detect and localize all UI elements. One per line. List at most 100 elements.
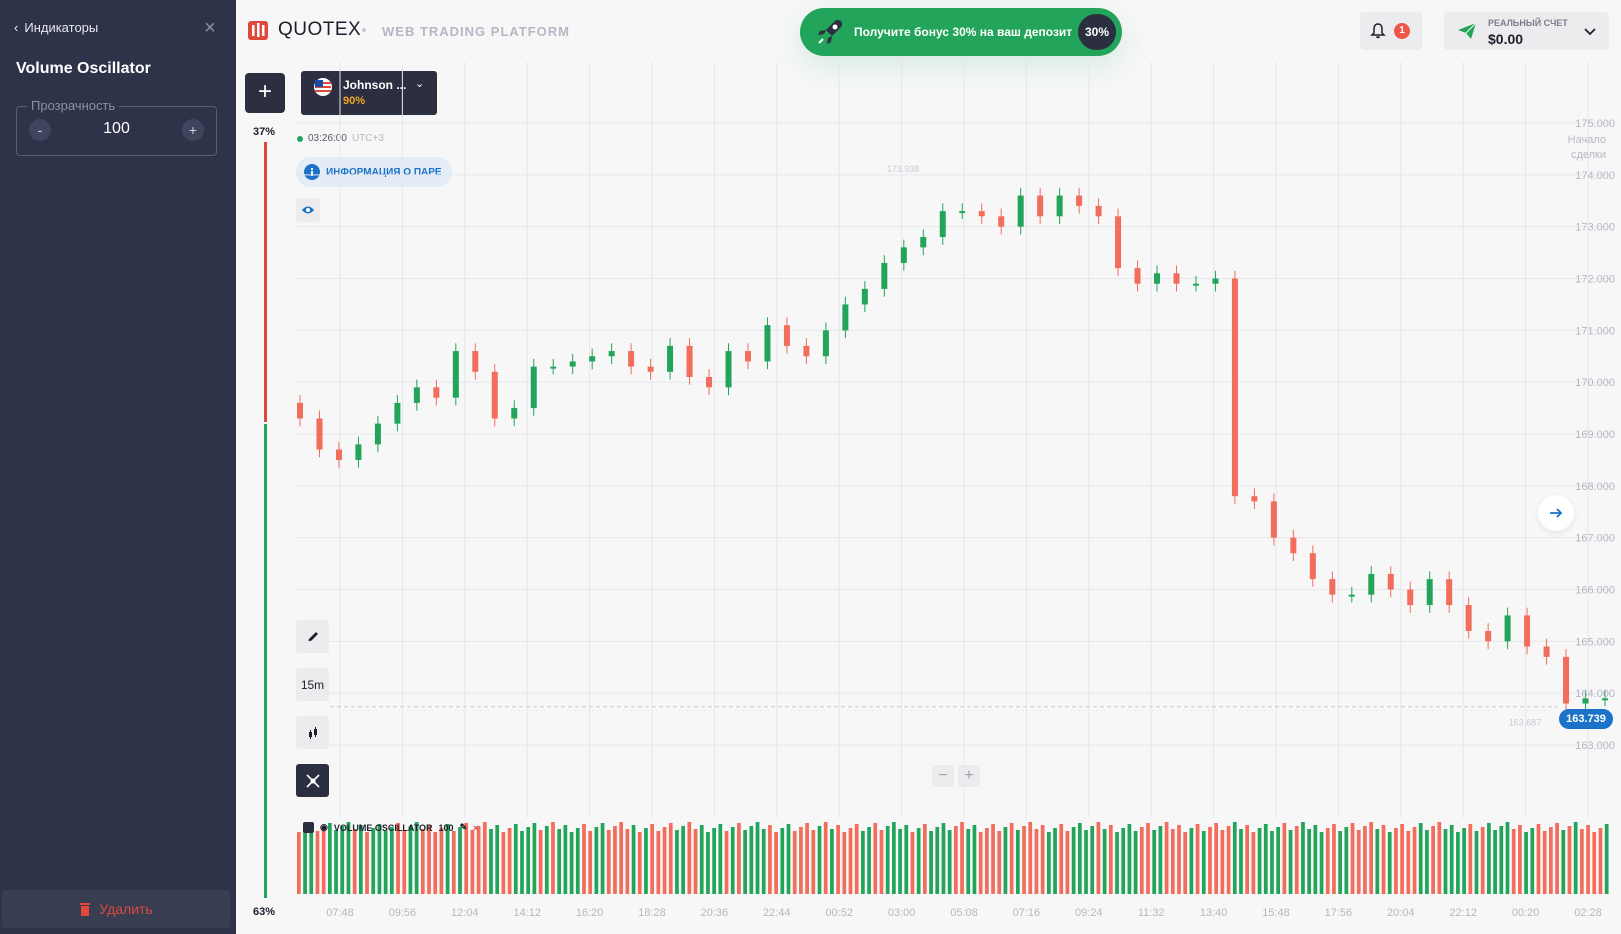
- candles: [297, 187, 1608, 712]
- candle-body: [511, 408, 518, 419]
- logo[interactable]: QUOTEX: [246, 18, 361, 42]
- deposit-bonus-banner[interactable]: Получите бонус 30% на ваш депозит 30%: [800, 8, 1122, 56]
- volume-bar: [1115, 832, 1119, 894]
- pair-info-button[interactable]: ИНФОРМАЦИЯ О ПАРЕ: [296, 157, 452, 187]
- checkbox-icon[interactable]: [303, 822, 314, 833]
- candle-body: [647, 366, 654, 372]
- volume-bar: [606, 830, 611, 894]
- volume-bar: [1146, 823, 1150, 894]
- volume-bar: [1263, 824, 1268, 894]
- volume-bar: [1189, 828, 1194, 894]
- volume-bar: [842, 832, 847, 894]
- volume-bar: [929, 831, 933, 894]
- scroll-to-latest-button[interactable]: [1538, 495, 1574, 531]
- volume-bar: [371, 828, 376, 894]
- low-price-label: 163.687: [1509, 717, 1542, 727]
- volume-bar: [1195, 824, 1200, 894]
- opacity-decrease-button[interactable]: -: [29, 119, 51, 141]
- bell-icon: [1370, 23, 1386, 39]
- add-chart-button[interactable]: +: [245, 73, 285, 113]
- volume-bar: [1555, 823, 1559, 894]
- x-tick-label: 00:52: [825, 907, 853, 919]
- candle-body: [920, 237, 927, 248]
- volume-bar: [1449, 825, 1454, 894]
- volume-bar: [1456, 832, 1460, 894]
- eye-icon[interactable]: ◉: [320, 822, 328, 832]
- volume-bar: [1003, 827, 1008, 894]
- candle-body: [1173, 273, 1180, 284]
- volume-bar: [737, 823, 741, 894]
- volume-bar: [972, 825, 977, 894]
- panel-title: Volume Oscillator: [16, 60, 151, 77]
- opacity-value[interactable]: 100: [103, 120, 130, 137]
- volume-bar: [755, 822, 760, 894]
- delete-indicator-button[interactable]: Удалить: [2, 890, 230, 928]
- opacity-increase-button[interactable]: +: [182, 119, 204, 141]
- volume-bar: [1239, 829, 1243, 894]
- volume-bar: [1431, 826, 1435, 894]
- volume-bar: [1338, 831, 1343, 894]
- bonus-badge: 30%: [1078, 14, 1116, 50]
- zoom-out-button[interactable]: −: [932, 765, 954, 787]
- draw-tool-button[interactable]: [296, 620, 329, 653]
- timeframe-button[interactable]: 15m: [296, 668, 329, 701]
- candle-body: [394, 402, 401, 424]
- volume-bar: [811, 830, 816, 894]
- volume-bar: [768, 825, 772, 894]
- y-tick-label: 171.000: [1575, 325, 1615, 337]
- candle-body: [433, 387, 440, 398]
- volume-bar: [898, 829, 902, 894]
- volume-bar: [1288, 830, 1293, 894]
- candle-body: [861, 288, 868, 305]
- volume-bar: [830, 829, 834, 894]
- indicators-button[interactable]: [296, 764, 329, 797]
- volume-bar: [588, 831, 593, 894]
- candle-body: [1270, 501, 1277, 538]
- volume-bar: [954, 826, 958, 894]
- sentiment-bottom-percent: 63%: [253, 906, 276, 918]
- close-icon[interactable]: ×: [473, 822, 479, 833]
- volume-bar: [774, 832, 778, 894]
- x-tick-label: 07:48: [326, 907, 354, 919]
- volume-bar: [1102, 829, 1107, 894]
- volume-bar: [656, 831, 661, 894]
- candle-body: [452, 351, 459, 398]
- volume-bar: [1301, 822, 1305, 894]
- visibility-toggle[interactable]: [296, 198, 320, 222]
- volume-bar: [724, 831, 729, 894]
- volume-bar: [892, 822, 896, 894]
- close-icon[interactable]: ×: [204, 17, 216, 39]
- volume-bar: [817, 826, 822, 894]
- zoom-in-button[interactable]: +: [958, 765, 980, 787]
- volume-bar: [464, 823, 469, 894]
- candle-body: [1348, 594, 1355, 597]
- volume-bar: [1133, 831, 1138, 894]
- x-tick-label: 11:32: [1138, 907, 1165, 919]
- back-to-indicators-button[interactable]: ‹ Индикаторы: [14, 20, 98, 35]
- chart-type-button[interactable]: [296, 716, 329, 749]
- x-axis-labels: 07:48 09:56 12:04 14:12 16:20 18:28 20:36 22:44…: [326, 907, 1602, 919]
- candle-body: [413, 387, 420, 403]
- candle-body: [1017, 195, 1024, 227]
- x-tick-label: 20:36: [701, 907, 729, 919]
- account-selector[interactable]: РЕАЛЬНЫЙ СЧЕТ $0.00: [1444, 12, 1609, 50]
- candle-body: [1387, 573, 1394, 590]
- volume-bar: [792, 831, 797, 894]
- volume-bar: [489, 829, 493, 894]
- volume-bar: [867, 827, 871, 894]
- trade-start-label: Начало: [1568, 134, 1606, 146]
- notifications-button[interactable]: 1: [1360, 12, 1422, 50]
- volume-bar: [861, 831, 865, 894]
- candle-body: [1582, 698, 1589, 704]
- asset-selector[interactable]: Johnson ... 90% ⌄: [301, 71, 437, 115]
- current-price-tag: 163.739: [1559, 709, 1613, 729]
- indicator-label: ◉ VOLUME OSCILLATOR 100 ✎ ×: [303, 822, 478, 833]
- volume-bar: [997, 831, 1002, 894]
- candle-body: [491, 371, 498, 419]
- opacity-field: Прозрачность - 100 +: [16, 98, 217, 156]
- candle-body: [667, 345, 674, 372]
- volume-bar: [445, 824, 450, 894]
- pencil-icon[interactable]: ✎: [459, 822, 468, 832]
- volume-bar: [600, 823, 605, 894]
